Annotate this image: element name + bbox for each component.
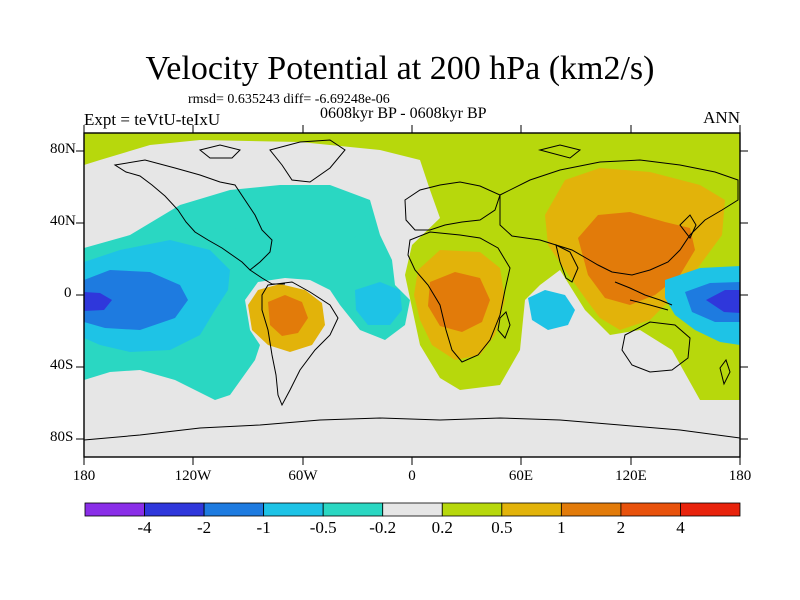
plot-title: Velocity Potential at 200 hPa (km2/s) [145, 50, 655, 87]
colorbar-label: 4 [676, 518, 685, 537]
colorbar-label: 2 [616, 518, 626, 537]
x-tick-label: 0 [408, 468, 416, 484]
colorbar-label: -2 [196, 518, 212, 537]
colorbar-label: -0.5 [309, 518, 337, 537]
field-positive-0.2-north [84, 133, 330, 160]
y-tick-label: 80S [50, 429, 74, 445]
stats-label: rmsd= 0.635243 diff= -6.69248e-06 [188, 92, 390, 107]
y-tick-label: 40S [50, 357, 74, 373]
colorbar-label: 0.2 [431, 518, 453, 537]
colorbar-label: -4 [137, 518, 152, 537]
x-tick-label: 120W [174, 468, 212, 484]
x-tick-label: 180 [72, 468, 96, 484]
x-tick-label: 60E [508, 468, 534, 484]
colorbar-label: 1 [557, 518, 566, 537]
field-negative-0.5-indian [528, 290, 575, 330]
x-tick-label: 60W [288, 468, 318, 484]
y-tick-label: 80N [50, 141, 76, 157]
contour-field [84, 133, 740, 457]
colorbar-label: 0.5 [491, 518, 513, 537]
x-tick-label: 120E [615, 468, 647, 484]
field-negative-2-dateline-west [84, 292, 112, 311]
axis-ticks [76, 125, 748, 465]
field-negative-0.2-west-upper [200, 188, 370, 240]
field-negative-0.5-atlantic [355, 282, 402, 325]
field-positive-1-samerica [268, 295, 308, 336]
season-label: ANN [703, 108, 740, 127]
colorbar-label: -1 [256, 518, 271, 537]
experiment-label: Expt = teVtU-teIxU [84, 110, 221, 129]
x-tick-label: 180 [728, 468, 752, 484]
colorbar-label: -0.2 [369, 518, 397, 537]
field-negative-2-dateline-east [706, 290, 740, 313]
y-tick-label: 40N [50, 213, 76, 229]
field-positive-1-africa [428, 272, 490, 332]
period-label: 0608kyr BP - 0608kyr BP [320, 105, 487, 122]
field-negative-1-pacific [84, 270, 188, 330]
y-tick-label: 0 [64, 285, 72, 301]
coastlines [84, 139, 740, 441]
